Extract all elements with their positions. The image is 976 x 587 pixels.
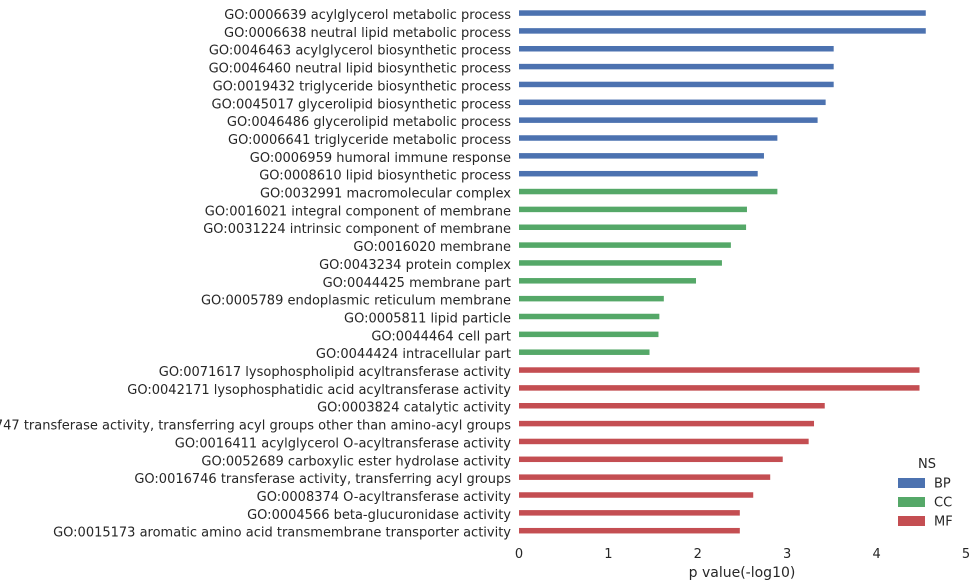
category-label: GO:0004566 beta-glucuronidase activity bbox=[247, 508, 511, 523]
bar-bp bbox=[519, 46, 834, 52]
bar-bp bbox=[519, 63, 834, 70]
bars-layer bbox=[519, 10, 926, 534]
bar-cc bbox=[519, 260, 722, 266]
x-tick-label: 3 bbox=[783, 547, 791, 562]
x-tick-label: 0 bbox=[515, 547, 523, 562]
category-label: GO:0016020 membrane bbox=[353, 240, 511, 255]
category-label: GO:0071617 lysophospholipid acyltransfer… bbox=[159, 365, 512, 380]
category-label: GO:0016747 transferase activity, transfe… bbox=[0, 419, 511, 434]
bar-mf bbox=[519, 385, 920, 391]
bar-bp bbox=[519, 81, 834, 88]
bar-mf bbox=[519, 510, 740, 516]
x-tick-label: 2 bbox=[694, 547, 702, 562]
category-label: GO:0008610 lipid biosynthetic process bbox=[259, 169, 511, 184]
legend-swatch-bp bbox=[898, 478, 925, 488]
legend-label-bp: BP bbox=[934, 477, 951, 492]
category-label: GO:0044425 membrane part bbox=[323, 276, 511, 291]
x-axis-label: p value(-log10) bbox=[689, 565, 796, 581]
legend-title: NS bbox=[918, 457, 936, 472]
category-label: GO:0042171 lysophosphatidic acid acyltra… bbox=[127, 383, 511, 398]
category-label: GO:0043234 protein complex bbox=[319, 258, 511, 273]
x-tick-label: 4 bbox=[872, 547, 880, 562]
category-label: GO:0045017 glycerolipid biosynthetic pro… bbox=[212, 97, 512, 112]
bar-mf bbox=[519, 420, 815, 427]
bar-bp bbox=[519, 10, 926, 16]
bar-bp bbox=[519, 135, 778, 141]
bar-mf bbox=[519, 367, 920, 373]
bar-bp bbox=[519, 28, 926, 34]
category-label: GO:0016021 integral component of membran… bbox=[205, 204, 511, 219]
legend-label-mf: MF bbox=[934, 515, 953, 530]
bar-mf bbox=[519, 456, 783, 463]
bar-cc bbox=[519, 206, 747, 213]
category-labels: GO:0006639 acylglycerol metabolic proces… bbox=[0, 8, 511, 541]
category-label: GO:0046460 neutral lipid biosynthetic pr… bbox=[209, 62, 512, 77]
bar-mf bbox=[519, 403, 825, 409]
bar-cc bbox=[519, 331, 659, 338]
category-label: GO:0006638 neutral lipid metabolic proce… bbox=[224, 26, 511, 41]
bar-mf bbox=[519, 474, 771, 480]
category-label: GO:0031224 intrinsic component of membra… bbox=[203, 222, 511, 237]
category-label: GO:0016746 transferase activity, transfe… bbox=[134, 472, 511, 487]
category-label: GO:0006639 acylglycerol metabolic proces… bbox=[224, 8, 511, 23]
bar-cc bbox=[519, 224, 747, 230]
category-label: GO:0044424 intracellular part bbox=[316, 347, 511, 362]
category-label: GO:0005811 lipid particle bbox=[344, 311, 511, 326]
category-label: GO:0006959 humoral immune response bbox=[250, 151, 511, 166]
legend: NS BP CC MF bbox=[898, 457, 953, 530]
bar-mf bbox=[519, 438, 809, 445]
category-label: GO:0016411 acylglycerol O-acyltransferas… bbox=[175, 436, 512, 451]
bar-bp bbox=[519, 99, 826, 106]
category-label: GO:0015173 aromatic amino acid transmemb… bbox=[53, 526, 511, 541]
legend-entries: BP CC MF bbox=[898, 477, 953, 530]
category-label: GO:0032991 macromolecular complex bbox=[260, 187, 511, 202]
category-label: GO:0008374 O-acyltransferase activity bbox=[257, 490, 512, 505]
bar-cc bbox=[519, 349, 650, 355]
category-label: GO:0005789 endoplasmic reticulum membran… bbox=[201, 294, 511, 309]
bar-bp bbox=[519, 153, 764, 159]
bar-mf bbox=[519, 492, 754, 498]
x-tick-label: 5 bbox=[962, 547, 970, 562]
category-label: GO:0019432 triglyceride biosynthetic pro… bbox=[213, 79, 512, 94]
bar-cc bbox=[519, 295, 664, 302]
bar-bp bbox=[519, 170, 758, 177]
category-label: GO:0046463 acylglycerol biosynthetic pro… bbox=[209, 44, 511, 59]
bar-cc bbox=[519, 313, 660, 320]
category-label: GO:0046486 glycerolipid metabolic proces… bbox=[227, 115, 511, 130]
bar-cc bbox=[519, 188, 778, 195]
legend-swatch-cc bbox=[898, 497, 925, 507]
bar-cc bbox=[519, 242, 731, 248]
legend-label-cc: CC bbox=[934, 496, 952, 511]
category-label: GO:0044464 cell part bbox=[371, 329, 511, 344]
x-tick-label: 1 bbox=[604, 547, 612, 562]
category-label: GO:0006641 triglyceride metabolic proces… bbox=[228, 133, 511, 148]
bar-mf bbox=[519, 527, 740, 534]
category-label: GO:0003824 catalytic activity bbox=[317, 401, 511, 416]
category-label: GO:0052689 carboxylic ester hydrolase ac… bbox=[201, 454, 511, 469]
x-axis-ticks: 0 1 2 3 4 5 bbox=[515, 547, 970, 562]
bar-bp bbox=[519, 117, 818, 123]
bar-cc bbox=[519, 278, 697, 284]
legend-swatch-mf bbox=[898, 516, 925, 526]
